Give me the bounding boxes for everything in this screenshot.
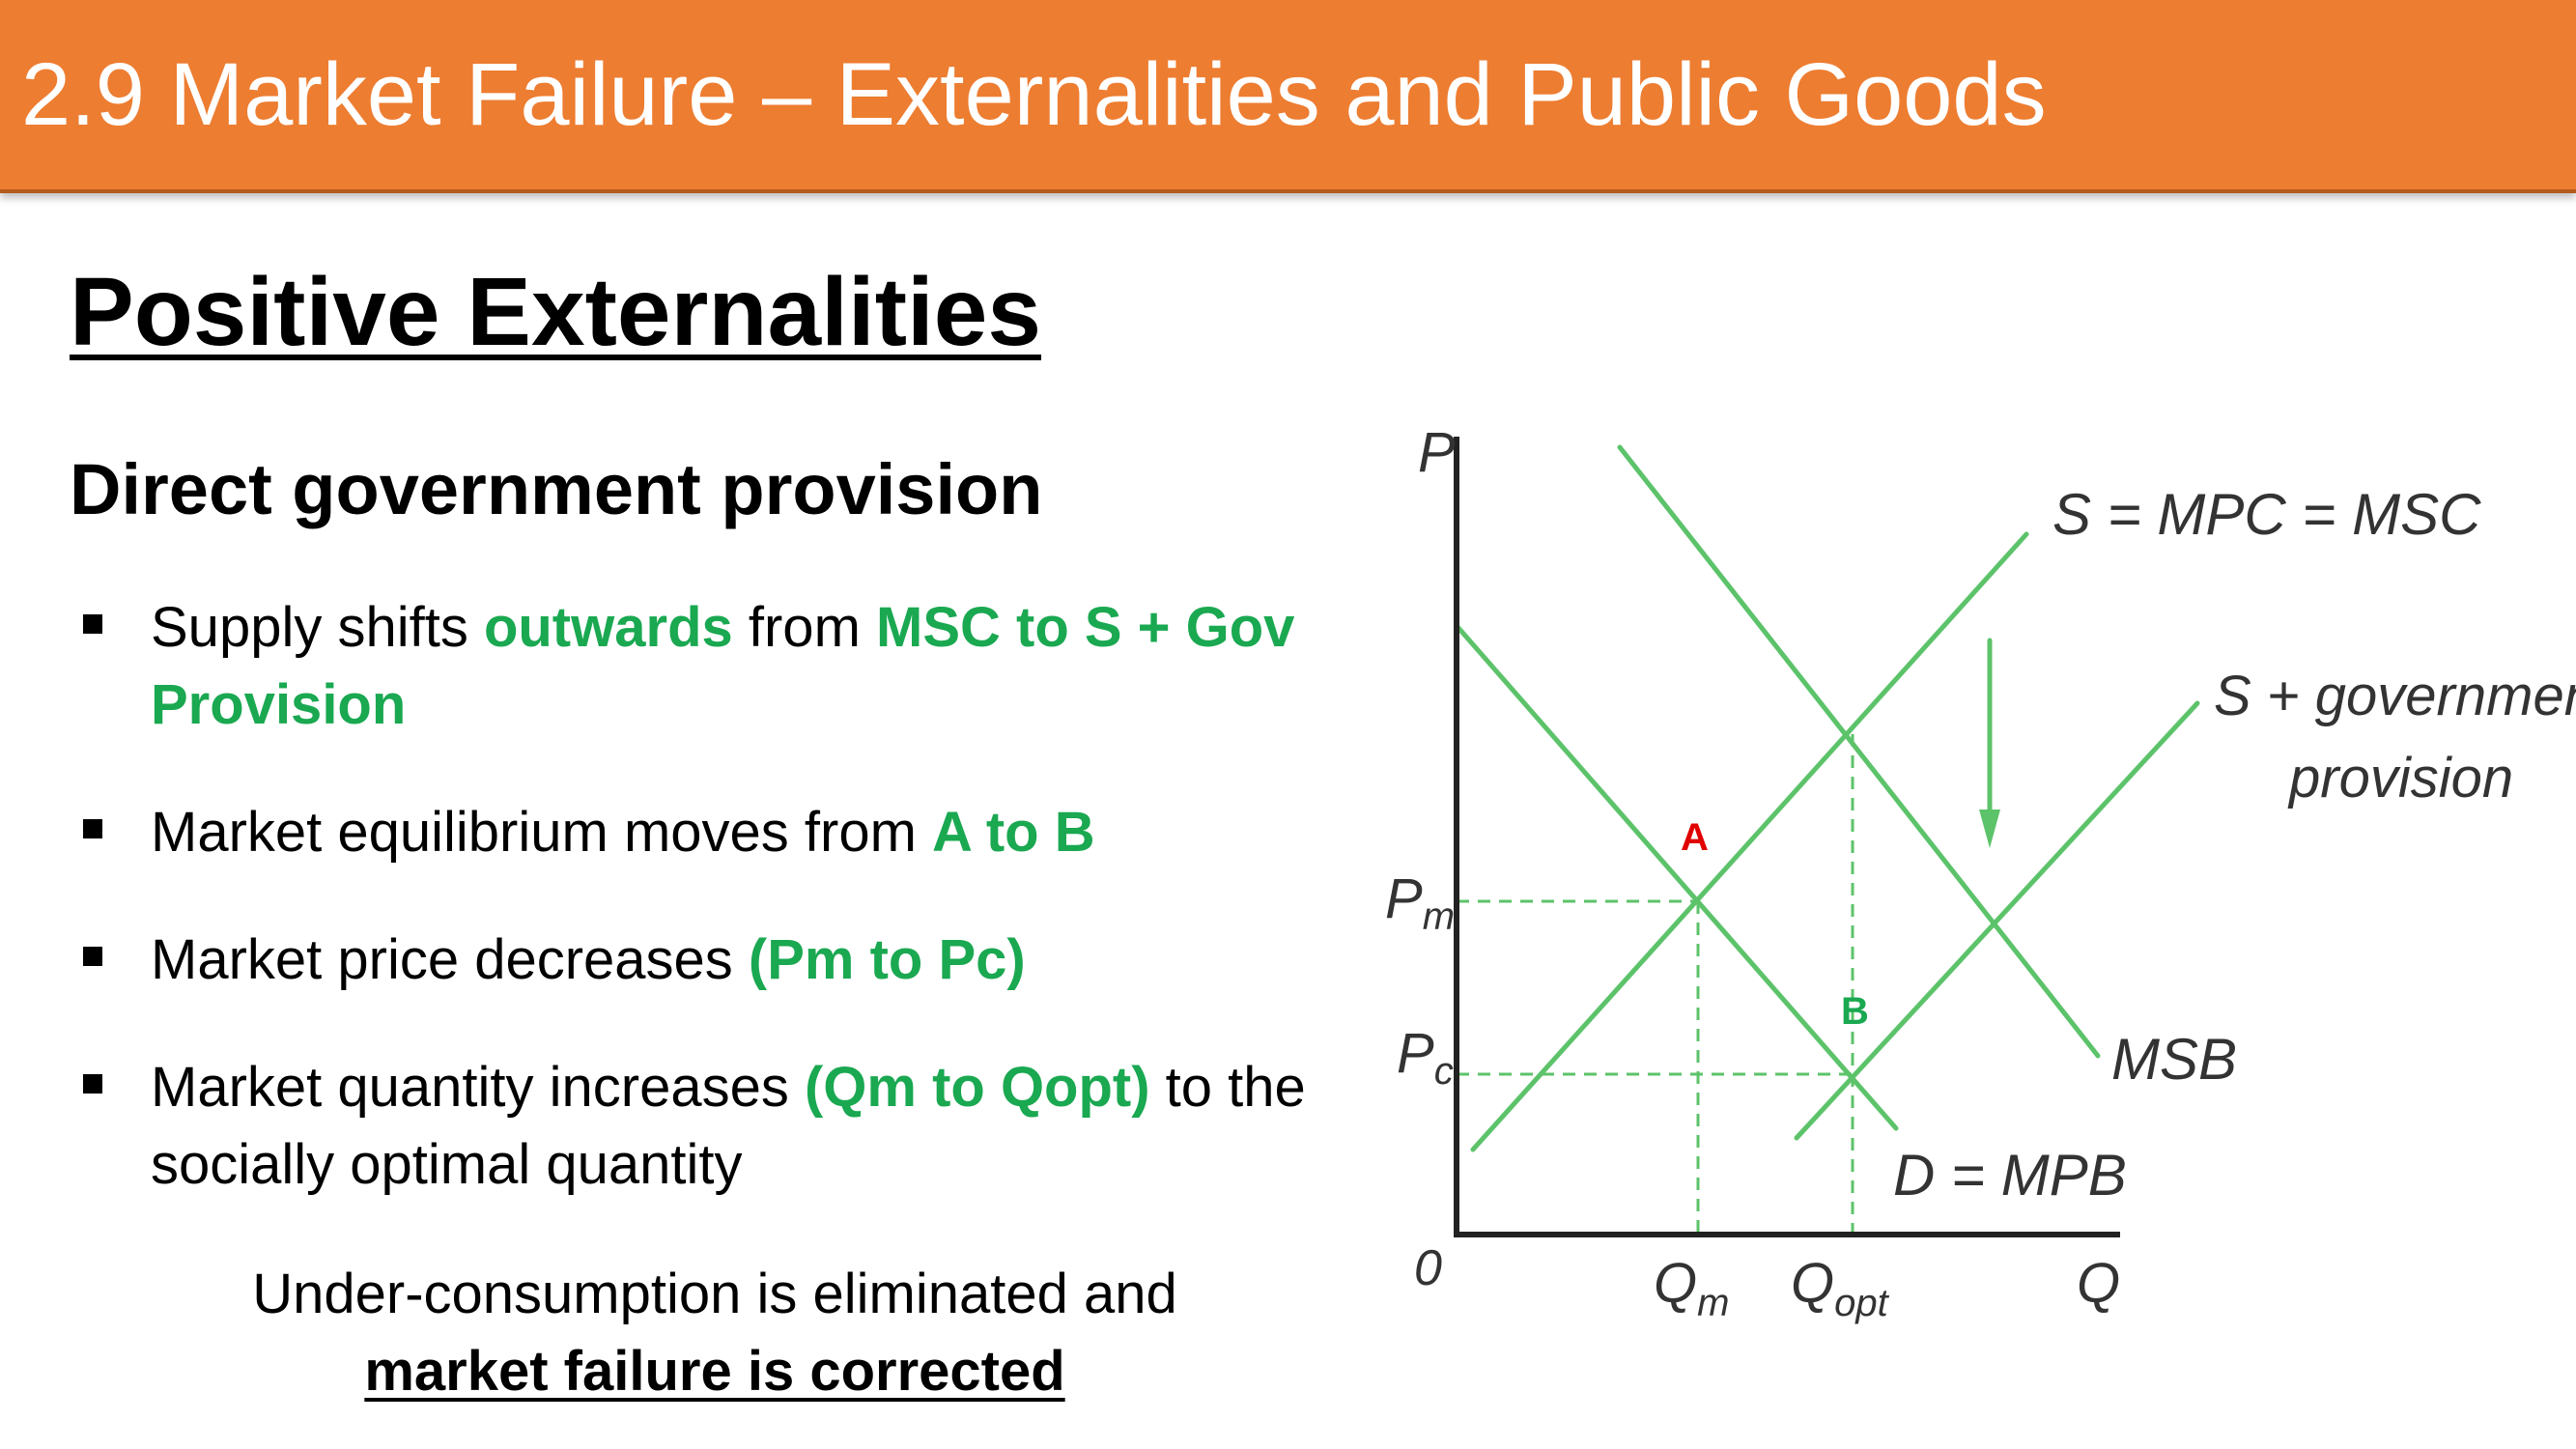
pc-label: Pc — [1397, 1022, 1454, 1093]
msb-label: MSB — [2111, 1027, 2237, 1092]
bullet-text: Supply shifts — [151, 596, 484, 659]
demand-label: D = MPB — [1893, 1143, 2127, 1208]
bullet-highlight: (Qm to Qopt) — [804, 1056, 1150, 1119]
bullet-text: from — [732, 596, 876, 659]
bullet-highlight: A to B — [932, 801, 1095, 864]
square-bullet-icon — [83, 819, 102, 838]
supply-demand-diagram: P Q 0 Pm Pc Qm Qopt S = MPC = MSC S + go… — [1385, 421, 2576, 1324]
supply-curve — [1470, 531, 2029, 1152]
qopt-label-main: Q — [1791, 1252, 1834, 1315]
pm-label-sub: m — [1423, 895, 1455, 938]
bullet-item: Market quantity increases (Qm to Qopt) t… — [77, 1049, 1314, 1204]
pc-label-main: P — [1397, 1022, 1434, 1085]
square-bullet-icon — [83, 947, 102, 966]
conclusion-emphasis: market failure is corrected — [364, 1340, 1065, 1403]
origin-label: 0 — [1414, 1240, 1442, 1296]
conclusion: Under-consumption is eliminated and mark… — [68, 1256, 1362, 1410]
pm-label-main: P — [1385, 867, 1423, 930]
conclusion-line: Under-consumption is eliminated and — [252, 1263, 1177, 1325]
bullet-highlight: (Pm to Pc) — [748, 928, 1026, 991]
pm-label: Pm — [1385, 867, 1455, 938]
supply-gov-label-line2: provision — [2287, 747, 2513, 810]
qm-label: Qm — [1654, 1252, 1729, 1324]
bullet-item: Market equilibrium moves from A to B — [77, 794, 1314, 871]
bullet-highlight: MSC to S + Gov Provision — [151, 596, 1295, 736]
bullet-item: Supply shifts outwards from MSC to S + G… — [77, 589, 1314, 744]
supply-gov-label-line1: S + government — [2214, 665, 2576, 727]
arrow-down-icon — [1979, 810, 2000, 848]
bullet-text: Market quantity increases — [151, 1056, 805, 1119]
header-bar: 2.9 Market Failure – Externalities and P… — [0, 0, 2576, 193]
demand-curve — [1456, 625, 1899, 1131]
supply-curve-label: S = MPC = MSC — [2052, 482, 2481, 547]
square-bullet-icon — [83, 614, 102, 634]
x-axis-label: Q — [2077, 1252, 2120, 1315]
subtitle: Direct government provision — [70, 449, 1043, 529]
header-title: 2.9 Market Failure – Externalities and P… — [21, 45, 2047, 144]
section-title: Positive Externalities — [70, 258, 1042, 366]
qm-label-main: Q — [1654, 1252, 1697, 1315]
point-b-label: B — [1841, 990, 1869, 1033]
bullet-text: Market price decreases — [151, 928, 749, 991]
bullet-item: Market price decreases (Pm to Pc) — [77, 922, 1314, 999]
msb-curve — [1617, 444, 2101, 1059]
bullet-text: Market equilibrium moves from — [151, 801, 932, 864]
pc-label-sub: c — [1434, 1050, 1454, 1093]
qopt-label: Qopt — [1791, 1252, 1890, 1324]
square-bullet-icon — [83, 1074, 102, 1094]
bullet-list: Supply shifts outwards from MSC to S + G… — [77, 589, 1314, 1254]
bullet-highlight: outwards — [483, 596, 733, 659]
bullet-text: to the socially optimal quantity — [151, 1056, 1306, 1196]
y-axis-label: P — [1418, 421, 1456, 484]
supply-gov-curve — [1794, 700, 2200, 1141]
point-a-label: A — [1681, 816, 1709, 859]
qm-label-sub: m — [1697, 1282, 1729, 1324]
qopt-label-sub: opt — [1834, 1282, 1889, 1324]
